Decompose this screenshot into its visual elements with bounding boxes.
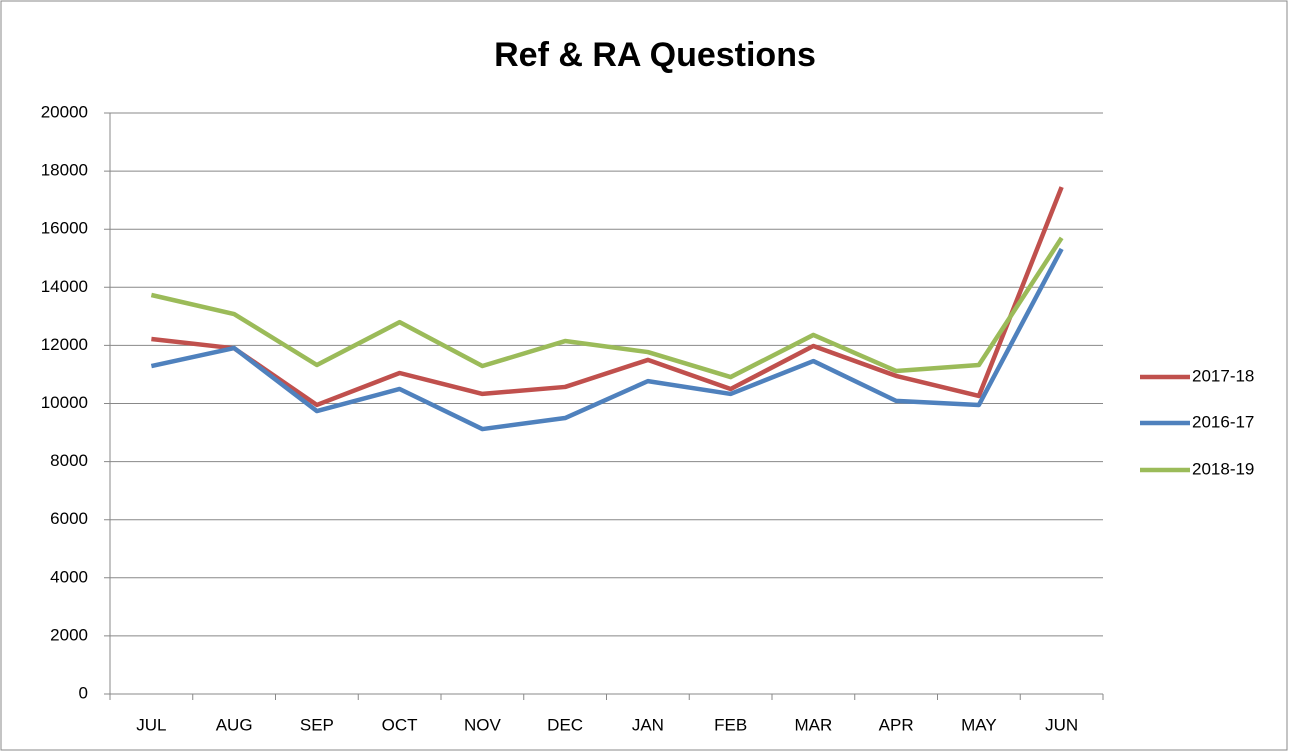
y-tick-label: 14000 xyxy=(41,277,88,296)
y-tick-label: 12000 xyxy=(41,335,88,354)
legend-label: 2017-18 xyxy=(1192,366,1254,385)
x-tick-label: JUL xyxy=(136,715,166,734)
x-tick-label: OCT xyxy=(382,715,418,734)
y-tick-label: 20000 xyxy=(41,102,88,121)
chart-title: Ref & RA Questions xyxy=(494,36,816,74)
y-tick-label: 16000 xyxy=(41,219,88,238)
x-tick-label: SEP xyxy=(300,715,334,734)
x-tick-label: AUG xyxy=(216,715,253,734)
y-tick-label: 4000 xyxy=(50,567,88,586)
series-line xyxy=(150,236,1064,380)
y-tick-label: 18000 xyxy=(41,161,88,180)
y-tick-label: 8000 xyxy=(50,451,88,470)
x-tick-label: MAR xyxy=(794,715,832,734)
series-line xyxy=(150,247,1064,432)
x-tick-label: JAN xyxy=(632,715,664,734)
x-tick-label: MAY xyxy=(961,715,997,734)
x-tick-label: NOV xyxy=(464,715,502,734)
x-tick-label: DEC xyxy=(547,715,583,734)
y-tick-label: 6000 xyxy=(50,509,88,528)
y-tick-label: 10000 xyxy=(41,393,88,412)
x-tick-label: APR xyxy=(879,715,914,734)
y-tick-label: 2000 xyxy=(50,625,88,644)
y-tick-label: 0 xyxy=(79,683,88,702)
legend-label: 2018-19 xyxy=(1192,459,1254,478)
x-tick-label: FEB xyxy=(714,715,747,734)
series-line xyxy=(151,186,1064,408)
x-tick-label: JUN xyxy=(1045,715,1078,734)
legend-label: 2016-17 xyxy=(1192,412,1254,431)
